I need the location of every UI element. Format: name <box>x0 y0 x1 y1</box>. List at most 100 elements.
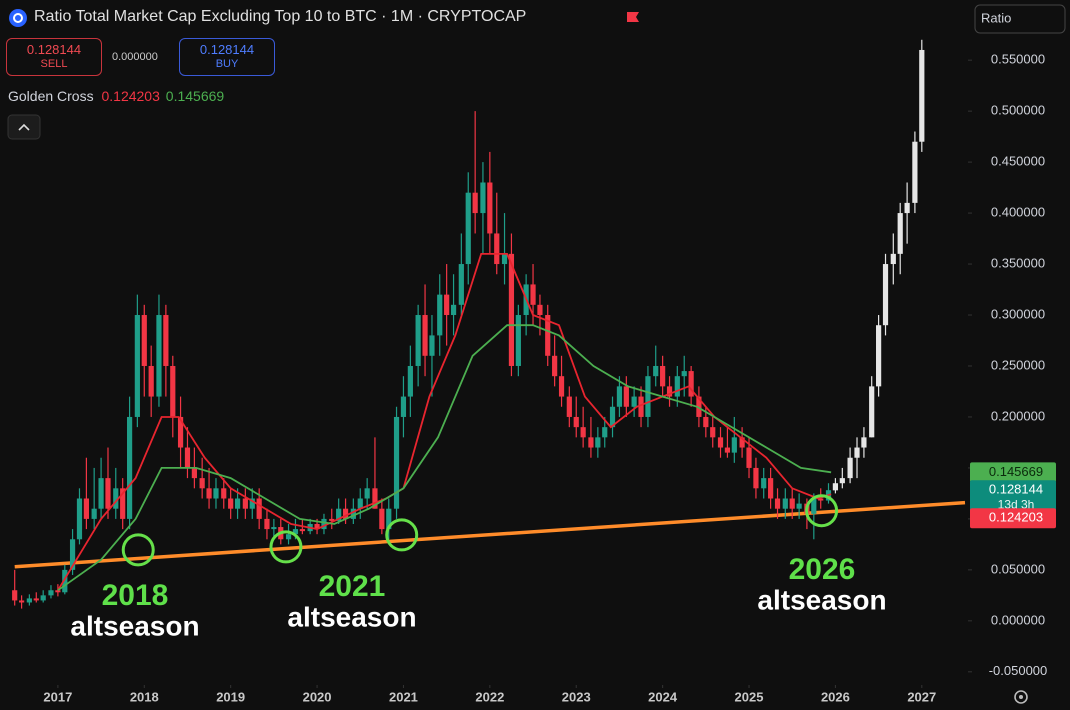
price-badge: 0.128144 <box>989 482 1043 497</box>
sell-price: 0.128144 <box>26 42 82 57</box>
y-tick-label: 0.500000 <box>991 103 1045 118</box>
candle-body <box>573 416 579 428</box>
candle-body <box>724 447 731 453</box>
candle-body <box>221 488 227 499</box>
ma-line <box>57 324 832 592</box>
collapse-button[interactable] <box>7 114 41 140</box>
candle-body <box>774 498 781 509</box>
indicator-slow: 0.145669 <box>165 88 225 104</box>
candle-body <box>458 264 464 305</box>
candle-body <box>854 447 860 458</box>
candle-body <box>753 467 759 489</box>
x-tick-label: 2017 <box>43 689 72 704</box>
candle-body <box>228 498 234 509</box>
y-tick-label: 0.300000 <box>991 306 1045 321</box>
candle-body <box>839 478 845 484</box>
candle-body <box>545 315 551 356</box>
candle-body <box>264 518 270 530</box>
candle-body <box>717 437 724 448</box>
candle-body <box>631 396 637 407</box>
price-countdown: 13d 3h <box>998 497 1035 511</box>
y-tick-label: 0.250000 <box>991 357 1045 372</box>
highlight-circle <box>269 530 303 564</box>
settings-dot <box>1019 695 1023 699</box>
candle-body <box>292 529 299 535</box>
candle-body <box>386 508 392 530</box>
annotation-year: 2021 <box>319 570 386 603</box>
candle-body <box>285 534 292 540</box>
candle-body <box>681 371 687 377</box>
candle-body <box>796 503 802 509</box>
candle-body <box>213 488 219 499</box>
buy-button[interactable]: 0.128144 BUY <box>179 38 275 76</box>
candle-body <box>199 478 205 489</box>
candle-body <box>623 386 629 407</box>
sell-button[interactable]: 0.128144 SELL <box>6 38 102 76</box>
candle-body <box>98 478 104 509</box>
candle-body <box>400 396 407 417</box>
candle-body <box>696 396 702 417</box>
sell-label: SELL <box>40 58 68 70</box>
candle-body <box>666 386 673 397</box>
candle-body <box>415 315 421 366</box>
y-tick-label: -0.050000 <box>989 663 1048 678</box>
candle-body <box>515 315 521 366</box>
candle-body <box>818 498 824 501</box>
x-tick-label: 2023 <box>562 689 591 704</box>
candle-body <box>782 498 788 509</box>
x-tick-label: 2027 <box>907 689 936 704</box>
candle-body <box>83 498 89 519</box>
candle-body <box>739 437 745 448</box>
candle-body <box>674 376 680 397</box>
candle-body <box>494 233 500 265</box>
candle-body <box>761 478 767 489</box>
candle-body <box>18 600 25 603</box>
candle-body <box>156 315 162 397</box>
candle-body <box>552 355 558 377</box>
candle-body <box>602 427 608 438</box>
settings-icon[interactable] <box>1014 690 1028 704</box>
highlight-circle <box>385 518 419 552</box>
candle-body <box>703 416 709 428</box>
candle-body <box>904 202 910 214</box>
candle-body <box>48 590 54 596</box>
candle-body <box>191 467 197 479</box>
candle-body <box>120 488 126 519</box>
candle-body <box>40 595 46 601</box>
candle-body <box>329 518 335 521</box>
scale-box[interactable] <box>974 4 1066 34</box>
candle-body <box>508 253 515 366</box>
scale-label: Ratio <box>981 10 1011 25</box>
candle-body <box>314 523 320 530</box>
annotation-text: altseason <box>757 584 886 615</box>
candle-body <box>148 365 154 397</box>
y-tick-label: 0.400000 <box>991 205 1045 220</box>
candle-body <box>746 447 752 468</box>
candle-body <box>249 498 255 509</box>
candle-body <box>645 376 651 417</box>
candle-body <box>62 569 68 593</box>
fast-badge: 0.124203 <box>989 510 1043 525</box>
annotation-year: 2018 <box>102 579 169 612</box>
candle-body <box>126 416 133 519</box>
x-tick-label: 2022 <box>475 689 504 704</box>
candle-body <box>768 478 774 499</box>
candle-body <box>789 498 795 509</box>
candle-body <box>55 590 61 593</box>
candle-body <box>890 253 896 265</box>
candle-body <box>26 598 32 603</box>
indicator-fast: 0.124203 <box>101 88 160 104</box>
indicator-legend: Golden Cross 0.124203 0.145669 <box>8 88 224 104</box>
candle-body <box>882 264 889 326</box>
candle-body <box>912 141 918 203</box>
candle-body <box>336 508 342 521</box>
candle-body <box>595 437 601 448</box>
x-tick-label: 2021 <box>389 689 418 704</box>
candle-body <box>566 396 572 417</box>
candle-body <box>91 508 97 519</box>
candle-body <box>234 498 241 509</box>
candle-body <box>472 192 478 214</box>
y-tick-label: 0.050000 <box>991 561 1045 576</box>
candle-body <box>299 529 305 532</box>
